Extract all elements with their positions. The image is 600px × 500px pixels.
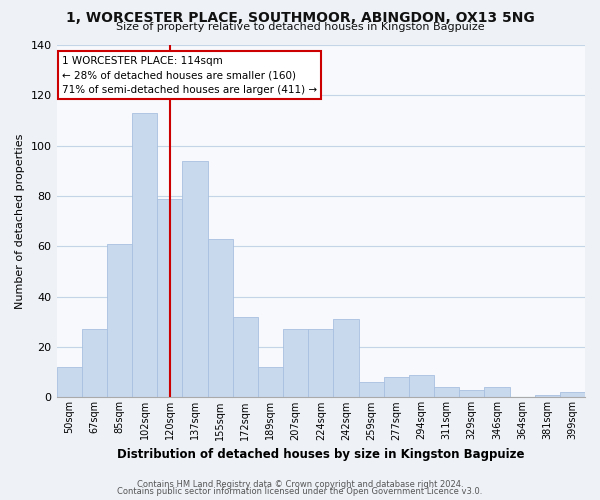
Bar: [107, 244, 132, 398]
Bar: [208, 239, 233, 398]
X-axis label: Distribution of detached houses by size in Kingston Bagpuize: Distribution of detached houses by size …: [117, 448, 524, 461]
Text: Contains public sector information licensed under the Open Government Licence v3: Contains public sector information licen…: [118, 487, 482, 496]
Bar: [334, 320, 359, 398]
Bar: [82, 330, 107, 398]
Y-axis label: Number of detached properties: Number of detached properties: [15, 134, 25, 309]
Text: 1 WORCESTER PLACE: 114sqm
← 28% of detached houses are smaller (160)
71% of semi: 1 WORCESTER PLACE: 114sqm ← 28% of detac…: [62, 56, 317, 95]
Bar: [233, 317, 258, 398]
Bar: [560, 392, 585, 398]
Bar: [182, 161, 208, 398]
Bar: [484, 388, 509, 398]
Bar: [56, 367, 82, 398]
Bar: [535, 395, 560, 398]
Bar: [132, 113, 157, 398]
Bar: [283, 330, 308, 398]
Text: 1, WORCESTER PLACE, SOUTHMOOR, ABINGDON, OX13 5NG: 1, WORCESTER PLACE, SOUTHMOOR, ABINGDON,…: [65, 11, 535, 25]
Bar: [258, 367, 283, 398]
Bar: [157, 198, 182, 398]
Text: Size of property relative to detached houses in Kingston Bagpuize: Size of property relative to detached ho…: [116, 22, 484, 32]
Bar: [434, 388, 459, 398]
Bar: [459, 390, 484, 398]
Text: Contains HM Land Registry data © Crown copyright and database right 2024.: Contains HM Land Registry data © Crown c…: [137, 480, 463, 489]
Bar: [359, 382, 383, 398]
Bar: [409, 374, 434, 398]
Bar: [308, 330, 334, 398]
Bar: [383, 378, 409, 398]
